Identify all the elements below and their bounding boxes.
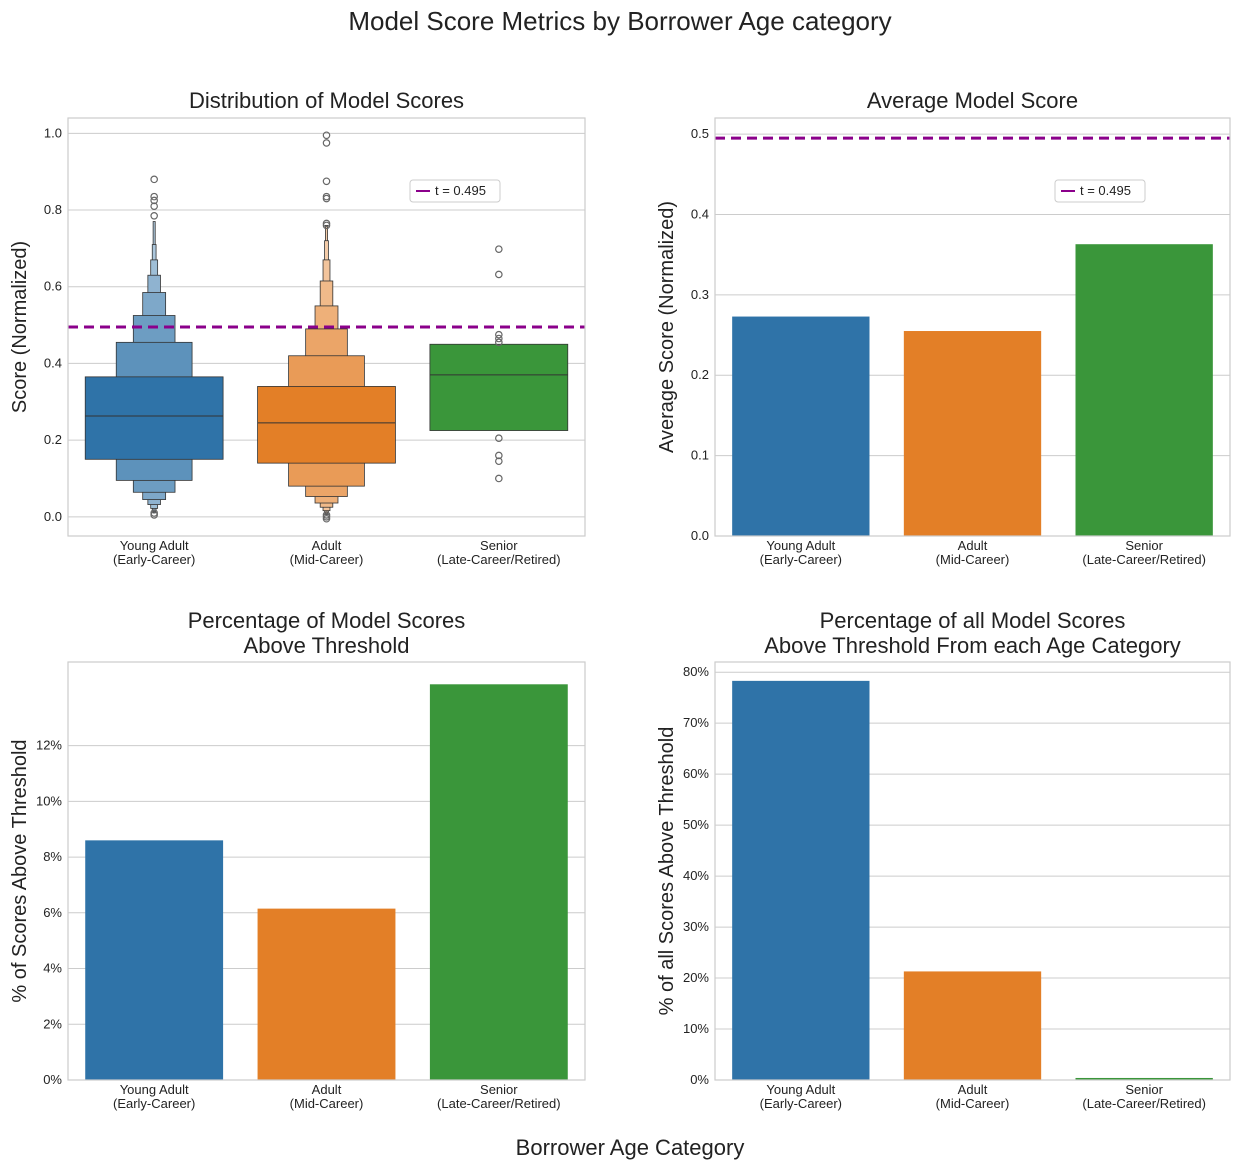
outlier-point bbox=[150, 175, 158, 184]
outlier-point bbox=[322, 139, 331, 147]
legend: t = 0.495 bbox=[1054, 179, 1146, 203]
bar bbox=[1075, 244, 1213, 536]
outlier-point bbox=[495, 474, 503, 483]
x-tick-label: Adult (Mid-Career) bbox=[290, 1082, 364, 1111]
subplot-title: Distribution of Model Scores bbox=[189, 88, 464, 113]
outlier-point bbox=[495, 245, 503, 253]
outlier-point bbox=[495, 330, 503, 339]
y-tick-label: 1.0 bbox=[44, 125, 62, 140]
x-tick-label: Adult (Mid-Career) bbox=[290, 538, 364, 567]
y-tick-label: 0.0 bbox=[44, 509, 62, 524]
axes-frame bbox=[67, 661, 586, 1081]
y-axis-label: Score (Normalized) bbox=[9, 241, 31, 413]
y-tick-label: 10% bbox=[683, 1021, 709, 1036]
outlier-point bbox=[495, 451, 503, 460]
y-tick-label: 80% bbox=[683, 664, 709, 679]
y-tick-label: 0% bbox=[43, 1072, 62, 1087]
axes-frame bbox=[714, 117, 1231, 537]
figure-xlabel: Borrower Age Category bbox=[516, 1135, 745, 1160]
bar bbox=[732, 316, 870, 536]
y-tick-label: 6% bbox=[43, 905, 62, 920]
y-tick-label: 0.2 bbox=[691, 367, 709, 382]
outlier-point bbox=[322, 131, 331, 140]
outlier-point bbox=[322, 192, 331, 201]
x-tick-label: Young Adult (Early-Career) bbox=[113, 538, 195, 567]
subplot-title: Percentage of Model Scores Above Threshol… bbox=[188, 608, 466, 658]
y-tick-label: 30% bbox=[683, 919, 709, 934]
y-tick-label: 0.2 bbox=[44, 432, 62, 447]
legend-label: t = 0.495 bbox=[435, 183, 486, 198]
y-tick-label: 12% bbox=[36, 738, 62, 753]
outlier-point bbox=[322, 177, 331, 186]
outlier-point bbox=[322, 511, 331, 519]
x-tick-label: Senior (Late-Career/Retired) bbox=[437, 1082, 561, 1111]
boxen-box bbox=[429, 343, 569, 431]
y-tick-label: 4% bbox=[43, 961, 62, 976]
subplot-title: Average Model Score bbox=[867, 88, 1078, 113]
legend-box bbox=[409, 179, 501, 203]
bar bbox=[257, 908, 396, 1080]
y-tick-label: 0.4 bbox=[44, 355, 62, 370]
outlier-point bbox=[150, 509, 158, 517]
y-tick-label: 50% bbox=[683, 817, 709, 832]
subplot-3: Percentage of Model Scores Above Threshol… bbox=[9, 608, 586, 1111]
y-tick-label: 10% bbox=[36, 793, 62, 808]
x-tick-label: Young Adult (Early-Career) bbox=[760, 538, 842, 567]
y-tick-label: 0.6 bbox=[44, 279, 62, 294]
x-tick-label: Senior (Late-Career/Retired) bbox=[1082, 1082, 1206, 1111]
y-axis-label: Average Score (Normalized) bbox=[656, 201, 678, 453]
subplot-2: Average Model Score 0.0 0.1 0.2 0.3 0.4 0.5 Ave… bbox=[656, 88, 1231, 567]
legend-box bbox=[1054, 179, 1146, 203]
bar bbox=[429, 684, 568, 1080]
legend-label: t = 0.495 bbox=[1080, 183, 1131, 198]
y-tick-label: 60% bbox=[683, 766, 709, 781]
subplot-title: Percentage of all Model Scores Above Thre… bbox=[764, 608, 1181, 658]
y-tick-label: 0.1 bbox=[691, 448, 709, 463]
outlier-point bbox=[150, 192, 158, 201]
y-axis-label: % of Scores Above Threshold bbox=[9, 739, 31, 1002]
y-tick-label: 0.5 bbox=[691, 126, 709, 141]
x-tick-label: Young Adult (Early-Career) bbox=[760, 1082, 842, 1111]
boxen-box bbox=[257, 386, 396, 464]
y-tick-label: 0.4 bbox=[691, 206, 709, 221]
y-tick-label: 70% bbox=[683, 715, 709, 730]
x-tick-label: Senior (Late-Career/Retired) bbox=[437, 538, 561, 567]
outlier-point bbox=[150, 211, 158, 220]
y-tick-label: 8% bbox=[43, 849, 62, 864]
x-tick-label: Young Adult (Early-Career) bbox=[113, 1082, 195, 1111]
outlier-point bbox=[495, 334, 503, 343]
outlier-point bbox=[495, 434, 503, 443]
x-tick-label: Senior (Late-Career/Retired) bbox=[1082, 538, 1206, 567]
axes-frame bbox=[714, 661, 1231, 1081]
outlier-point bbox=[150, 196, 158, 205]
subplots: Distribution of Model Scores 0.0 0.2 0.4 0.6… bbox=[9, 88, 1231, 1111]
y-tick-label: 40% bbox=[683, 868, 709, 883]
y-tick-label: 2% bbox=[43, 1016, 62, 1031]
y-tick-label: 20% bbox=[683, 970, 709, 985]
y-axis-label: % of all Scores Above Threshold bbox=[656, 727, 678, 1016]
outlier-point bbox=[495, 457, 503, 466]
outlier-point bbox=[495, 338, 503, 347]
bar bbox=[903, 971, 1042, 1080]
figure-title: Model Score Metrics by Borrower Age cate… bbox=[348, 6, 891, 36]
bar bbox=[903, 331, 1042, 536]
outlier-point bbox=[150, 202, 158, 211]
bar bbox=[732, 680, 870, 1080]
outlier-point bbox=[495, 270, 503, 279]
boxen-box bbox=[84, 376, 224, 460]
legend: t = 0.495 bbox=[409, 179, 501, 203]
y-tick-label: 0% bbox=[690, 1072, 709, 1087]
y-tick-label: 0.0 bbox=[691, 528, 709, 543]
bar bbox=[85, 840, 224, 1080]
bar bbox=[1075, 1077, 1213, 1080]
outlier-point bbox=[322, 219, 331, 228]
x-tick-label: Adult (Mid-Career) bbox=[936, 538, 1010, 567]
x-tick-label: Adult (Mid-Career) bbox=[936, 1082, 1010, 1111]
axes-frame bbox=[67, 117, 586, 537]
y-tick-label: 0.3 bbox=[691, 287, 709, 302]
y-tick-label: 0.8 bbox=[44, 202, 62, 217]
subplot-4: Percentage of all Model Scores Above Thre… bbox=[656, 608, 1231, 1111]
subplot-1: Distribution of Model Scores 0.0 0.2 0.4 0.6… bbox=[9, 88, 586, 567]
